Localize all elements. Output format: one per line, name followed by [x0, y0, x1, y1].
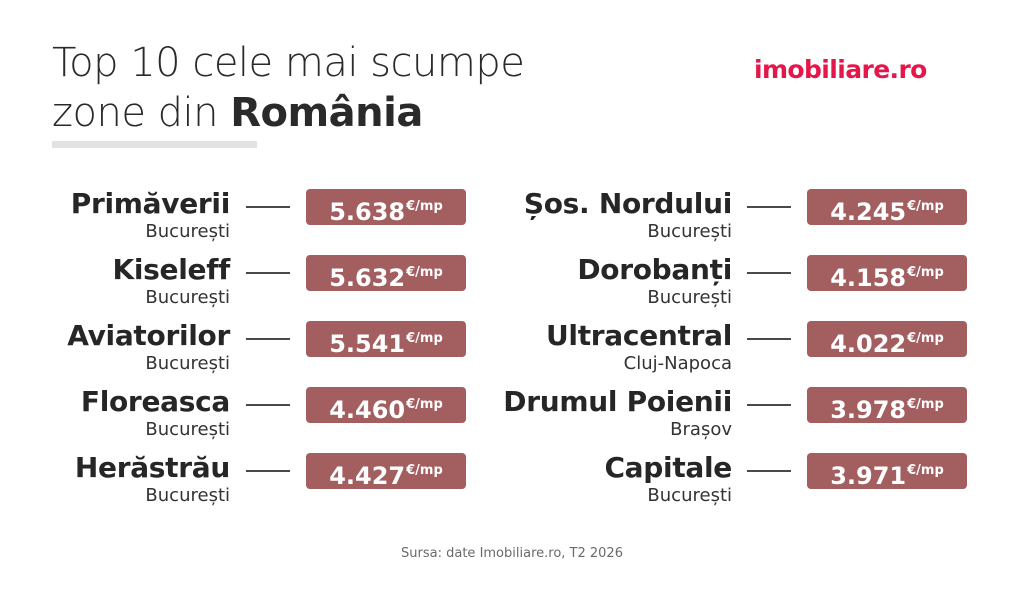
ranking-column-left: Primăverii București 5.638€/mp Kiseleff …: [0, 187, 500, 517]
price-unit: €/mp: [907, 199, 944, 214]
price-value: 4.022: [830, 330, 907, 358]
zone-label: Șos. Nordului București: [524, 187, 732, 243]
price-badge: 4.460€/mp: [306, 387, 466, 424]
connector-line: [246, 470, 290, 472]
zone-city: București: [647, 485, 732, 506]
zone-label: Capitale București: [604, 451, 732, 507]
title-country: România: [230, 90, 423, 136]
price-unit: €/mp: [406, 265, 443, 280]
zone-label: Primăverii București: [70, 187, 231, 243]
price-badge: 4.245€/mp: [807, 189, 967, 226]
price-value: 4.158: [830, 264, 907, 292]
price-badge: 5.638€/mp: [306, 189, 466, 226]
price-unit: €/mp: [907, 265, 944, 280]
zone-label: Floreasca București: [81, 385, 230, 441]
price-value: 5.541: [329, 330, 406, 358]
ranking-row: Dorobanți București 4.158€/mp: [500, 253, 1024, 319]
connector-line: [747, 404, 791, 406]
ranking-row: Floreasca București 4.460€/mp: [0, 385, 500, 451]
zone-city: Brașov: [670, 419, 732, 440]
zone-name: Aviatorilor: [67, 319, 230, 352]
zone-label: Ultracentral Cluj-Napoca: [546, 319, 732, 375]
price-badge: 5.541€/mp: [306, 321, 466, 358]
price-unit: €/mp: [406, 397, 443, 412]
connector-line: [747, 206, 791, 208]
zone-name: Herăstrău: [74, 451, 230, 484]
price-value: 4.427: [329, 462, 406, 490]
price-unit: €/mp: [907, 463, 944, 478]
price-unit: €/mp: [406, 463, 443, 478]
ranking-row: Șos. Nordului București 4.245€/mp: [500, 187, 1024, 253]
price-unit: €/mp: [406, 331, 443, 346]
zone-label: Drumul Poienii Brașov: [503, 385, 732, 441]
price-badge: 4.158€/mp: [807, 255, 967, 292]
price-badge: 3.978€/mp: [807, 387, 967, 424]
zone-label: Kiseleff București: [112, 253, 230, 309]
price-value: 4.245: [830, 198, 907, 226]
ranking-row: Capitale București 3.971€/mp: [500, 451, 1024, 517]
price-unit: €/mp: [907, 397, 944, 412]
imobiliare-logo: imobiliare.ro: [754, 55, 927, 84]
zone-name: Kiseleff: [112, 253, 230, 286]
price-value: 5.632: [329, 264, 406, 292]
zone-city: București: [145, 353, 230, 374]
zone-name: Drumul Poienii: [503, 385, 732, 418]
connector-line: [747, 338, 791, 340]
title-underline: [52, 141, 257, 148]
price-badge: 4.022€/mp: [807, 321, 967, 358]
price-unit: €/mp: [406, 199, 443, 214]
zone-label: Aviatorilor București: [67, 319, 230, 375]
price-value: 4.460: [329, 396, 406, 424]
ranking-column-right: Șos. Nordului București 4.245€/mp Doroba…: [500, 187, 1024, 517]
zone-label: Herăstrău București: [75, 451, 230, 507]
ranking-row: Kiseleff București 5.632€/mp: [0, 253, 500, 319]
connector-line: [246, 404, 290, 406]
zone-city: București: [145, 485, 230, 506]
title-prefix: zone din: [52, 90, 231, 136]
zone-name: Șos. Nordului: [523, 187, 732, 220]
connector-line: [246, 338, 290, 340]
connector-line: [747, 470, 791, 472]
price-value: 3.978: [830, 396, 907, 424]
price-badge: 4.427€/mp: [306, 453, 466, 490]
title-line-2: zone din România: [52, 88, 524, 138]
zone-city: București: [145, 419, 230, 440]
ranking-row: Aviatorilor București 5.541€/mp: [0, 319, 500, 385]
title-line-1: Top 10 cele mai scumpe: [52, 40, 525, 86]
zone-label: Dorobanți București: [577, 253, 732, 309]
zone-name: Dorobanți: [577, 253, 732, 286]
zone-name: Floreasca: [80, 385, 230, 418]
zone-city: Cluj-Napoca: [623, 353, 732, 374]
ranking-row: Primăverii București 5.638€/mp: [0, 187, 500, 253]
ranking-row: Herăstrău București 4.427€/mp: [0, 451, 500, 517]
zone-city: București: [647, 287, 732, 308]
zone-name: Primăverii: [70, 187, 231, 220]
zone-name: Capitale: [604, 451, 732, 484]
ranking-row: Ultracentral Cluj-Napoca 4.022€/mp: [500, 319, 1024, 385]
price-value: 5.638: [329, 198, 406, 226]
ranking-row: Drumul Poienii Brașov 3.978€/mp: [500, 385, 1024, 451]
price-badge: 3.971€/mp: [807, 453, 967, 490]
zone-city: București: [145, 221, 230, 242]
price-badge: 5.632€/mp: [306, 255, 466, 292]
zone-city: București: [647, 221, 732, 242]
price-unit: €/mp: [907, 331, 944, 346]
zone-name: Ultracentral: [545, 319, 732, 352]
source-note: Sursa: date Imobiliare.ro, T2 2026: [401, 546, 623, 561]
connector-line: [246, 272, 290, 274]
page-title: Top 10 cele mai scumpe zone din România: [52, 38, 525, 138]
connector-line: [747, 272, 791, 274]
connector-line: [246, 206, 290, 208]
zone-city: București: [145, 287, 230, 308]
price-value: 3.971: [830, 462, 907, 490]
